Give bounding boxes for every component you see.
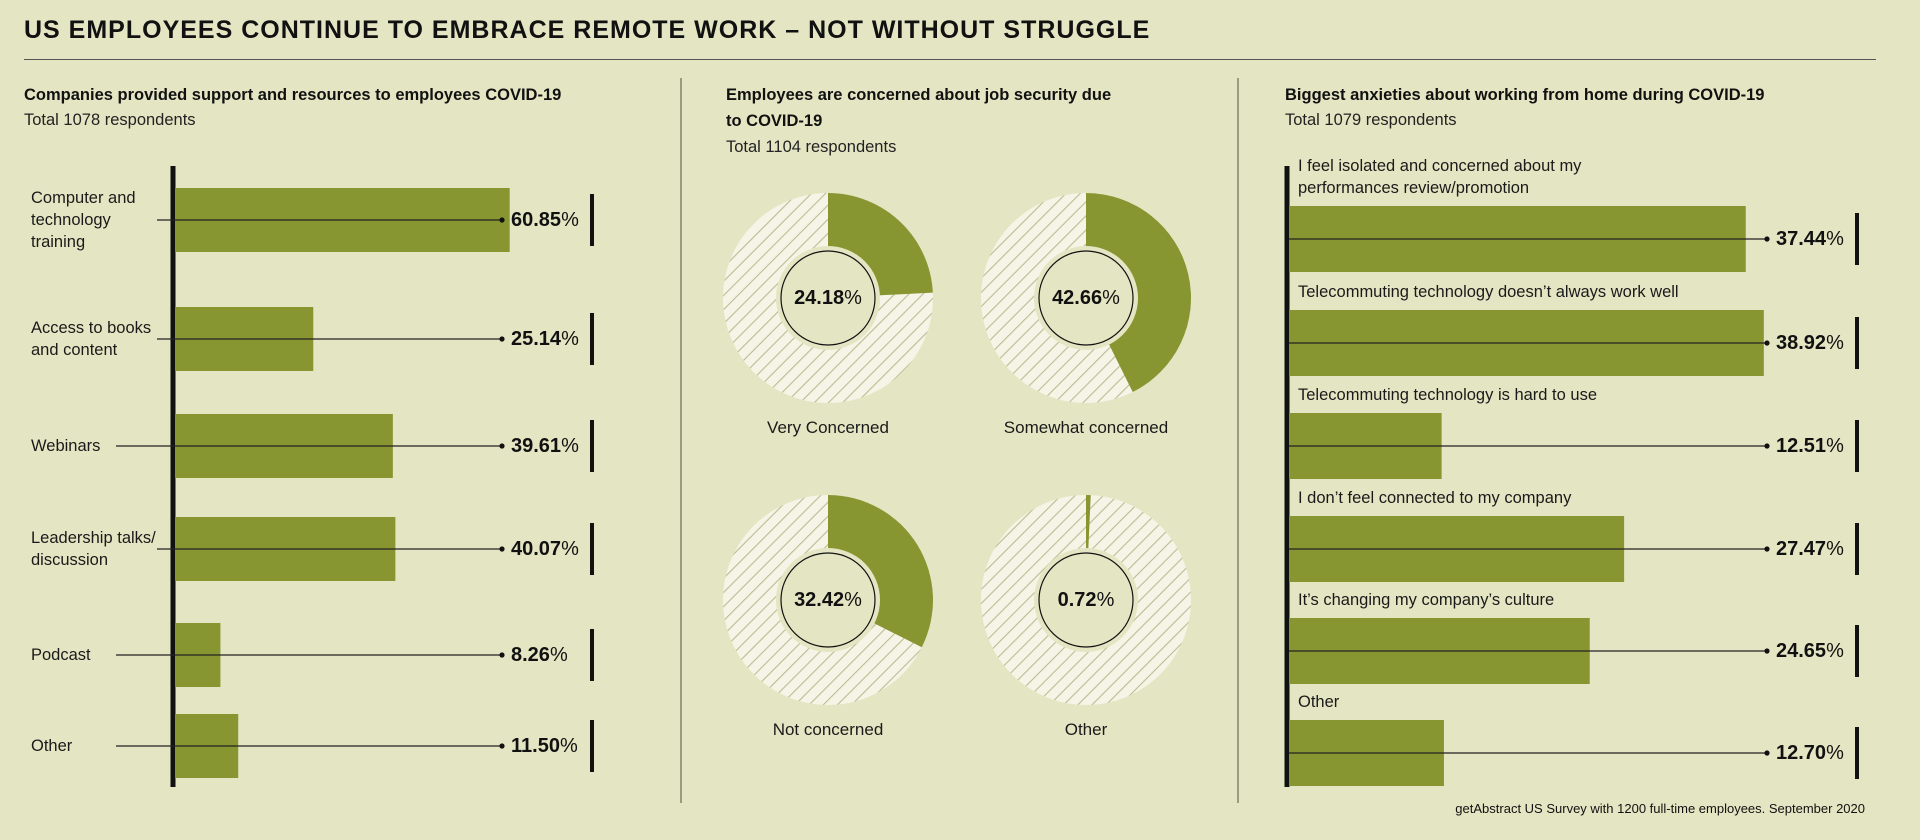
panel1-subtitle: Total 1078 respondents (24, 111, 196, 129)
panel1-leader-dot-4 (499, 652, 505, 658)
panel1-category-label-1-line-1: and content (31, 341, 118, 359)
panel1-leader-dot-3 (499, 546, 505, 552)
donut-inner-ring-1 (1038, 250, 1134, 346)
panel1-value-tick-4 (590, 629, 594, 681)
panel3-category-label-0-line-0: I feel isolated and concerned about my (1298, 157, 1582, 175)
panel3-category-label-0-line-1: performances review/promotion (1298, 179, 1530, 197)
panel1-category-label-0: Computer and technology training (31, 187, 136, 253)
donut-caption-2: Not concerned (773, 720, 884, 739)
panel1-title: Companies provided support and resources… (24, 86, 562, 104)
panel1-category-label-5-line-0: Other (31, 737, 73, 755)
donut-value-label-0: 24.18% (794, 287, 862, 309)
panel3-category-label-1-line-0: Telecommuting technology doesn’t always … (1298, 283, 1679, 301)
panel3-category-label-3-line-0: I don’t feel connected to my company (1298, 489, 1572, 507)
panel3-value-label-1: 38.92% (1776, 332, 1844, 354)
panel1-category-label-3-line-0: Leadership talks/ (31, 529, 156, 547)
panel3-category-label-3: I don’t feel connected to my company (1298, 487, 1571, 509)
panel2-title-line-2: to COVID-19 (726, 112, 823, 130)
panel1-value-tick-5 (590, 720, 594, 772)
panel1-category-label-3-line-1: discussion (31, 551, 109, 569)
panel3-value-tick-2 (1855, 420, 1859, 472)
panel1-category-label-1: Access to books and content (31, 317, 151, 361)
panel3-category-label-2: Telecommuting technology is hard to use (1298, 384, 1597, 406)
panel3-category-label-0: I feel isolated and concerned about my pe… (1298, 155, 1581, 199)
panel1-value-label-0: 60.85% (511, 209, 579, 231)
panel3-leader-dot-2 (1764, 443, 1770, 449)
panel3-value-tick-3 (1855, 523, 1859, 575)
panel3-value-label-4: 24.65% (1776, 640, 1844, 662)
panel1-leader-dot-0 (499, 217, 505, 223)
panel3-value-tick-1 (1855, 317, 1859, 369)
panel1-value-tick-2 (590, 420, 594, 472)
donut-hole-0 (776, 246, 880, 350)
donut-value-label-1: 42.66% (1052, 287, 1120, 309)
panel1-leader-dot-2 (499, 443, 505, 449)
panel3-category-label-4: It’s changing my company’s culture (1298, 589, 1554, 611)
panel3-leader-dot-3 (1764, 546, 1770, 552)
panel1-leader-dot-5 (499, 743, 505, 749)
panel1-value-tick-1 (590, 313, 594, 365)
panel3-value-label-5: 12.70% (1776, 742, 1844, 764)
panel1-category-label-4-line-0: Podcast (31, 646, 91, 664)
panel3-category-label-2-line-0: Telecommuting technology is hard to use (1298, 386, 1597, 404)
panel3-category-label-5-line-0: Other (1298, 693, 1340, 711)
panel-separator-1 (680, 78, 682, 803)
panel1-category-label-4: Podcast (31, 644, 91, 666)
panel3-category-label-1: Telecommuting technology doesn’t always … (1298, 281, 1679, 303)
panel-separator-2 (1237, 78, 1239, 803)
panel3-value-label-0: 37.44% (1776, 228, 1844, 250)
panel3-value-label-2: 12.51% (1776, 435, 1844, 457)
donut-hole-2 (776, 548, 880, 652)
donut-caption-3: Other (1065, 720, 1108, 739)
panel1-category-label-0-line-2: training (31, 233, 86, 251)
panel1-value-tick-0 (590, 194, 594, 246)
panel1-category-label-0-line-1: technology (31, 211, 111, 229)
panel3-category-label-5: Other (1298, 691, 1339, 713)
panel1-value-label-4: 8.26% (511, 644, 568, 666)
panel1-category-label-2-line-0: Webinars (31, 437, 101, 455)
panel3-leader-dot-5 (1764, 750, 1770, 756)
panel1-category-label-3: Leadership talks/discussion (31, 527, 156, 571)
title-divider (24, 59, 1876, 60)
panel2-title: Employees are concerned about job securi… (726, 82, 1111, 134)
panel3-leader-dot-4 (1764, 648, 1770, 654)
panel3-category-label-4-line-0: It’s changing my company’s culture (1298, 591, 1555, 609)
panel1-category-label-5: Other (31, 735, 72, 757)
donut-hole-3 (1034, 548, 1138, 652)
donut-caption-1: Somewhat concerned (1004, 418, 1168, 437)
panel3-value-label-3: 27.47% (1776, 538, 1844, 560)
panel1-value-label-3: 40.07% (511, 538, 579, 560)
panel3-leader-dot-1 (1764, 340, 1770, 346)
donut-hole-1 (1034, 246, 1138, 350)
panel1-category-label-2: Webinars (31, 435, 100, 457)
panel2-title-line-1: Employees are concerned about job securi… (726, 86, 1112, 104)
panel1-value-label-2: 39.61% (511, 435, 579, 457)
panel3-title: Biggest anxieties about working from hom… (1285, 86, 1765, 104)
donut-caption-0: Very Concerned (767, 418, 889, 437)
panel1-leader-dot-1 (499, 336, 505, 342)
panel1-category-label-0-line-0: Computer and (31, 189, 136, 207)
panel3-value-tick-5 (1855, 727, 1859, 779)
source-footnote: getAbstract US Survey with 1200 full-tim… (1455, 801, 1865, 816)
panel3-value-tick-4 (1855, 625, 1859, 677)
panel1-value-label-5: 11.50% (511, 735, 578, 757)
page-title: US EMPLOYEES CONTINUE TO EMBRACE REMOTE … (24, 16, 1151, 44)
panel3-subtitle: Total 1079 respondents (1285, 111, 1457, 129)
donut-inner-ring-3 (1038, 552, 1134, 648)
panel3-leader-dot-0 (1764, 236, 1770, 242)
panel1-value-tick-3 (590, 523, 594, 575)
donut-value-label-3: 0.72% (1058, 589, 1115, 611)
donut-inner-ring-0 (780, 250, 876, 346)
panel1-value-label-1: 25.14% (511, 328, 579, 350)
donut-value-label-2: 32.42% (794, 589, 862, 611)
donut-inner-ring-2 (780, 552, 876, 648)
panel2-subtitle: Total 1104 respondents (726, 138, 897, 156)
panel1-category-label-1-line-0: Access to books (31, 319, 152, 337)
panel3-value-tick-0 (1855, 213, 1859, 265)
